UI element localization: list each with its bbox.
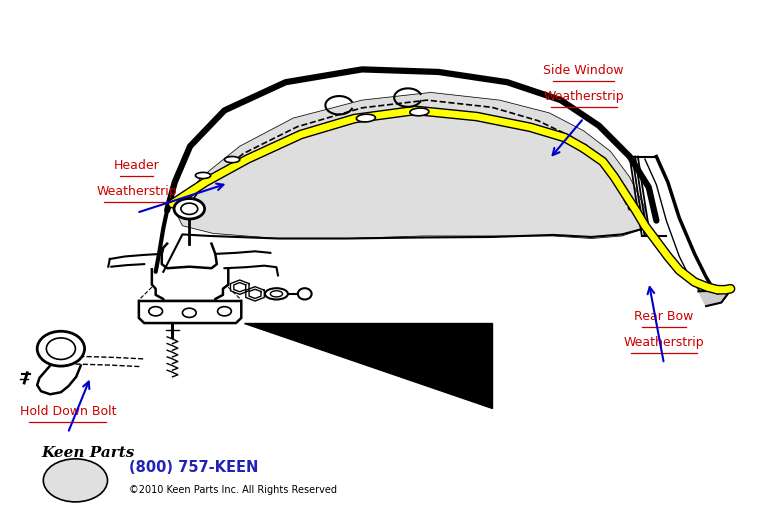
Polygon shape bbox=[243, 323, 492, 408]
Ellipse shape bbox=[357, 114, 376, 122]
Text: Weatherstrip: Weatherstrip bbox=[96, 185, 177, 198]
Circle shape bbox=[43, 459, 108, 502]
Text: Rear Bow: Rear Bow bbox=[634, 310, 694, 323]
Circle shape bbox=[174, 198, 205, 219]
Ellipse shape bbox=[298, 288, 312, 299]
Text: Weatherstrip: Weatherstrip bbox=[624, 336, 705, 349]
Text: Hold Down Bolt: Hold Down Bolt bbox=[19, 405, 116, 418]
Ellipse shape bbox=[410, 108, 429, 116]
Ellipse shape bbox=[265, 288, 288, 299]
Polygon shape bbox=[698, 287, 729, 306]
Circle shape bbox=[149, 307, 162, 316]
Ellipse shape bbox=[196, 172, 211, 179]
Polygon shape bbox=[175, 92, 645, 238]
Circle shape bbox=[218, 307, 231, 316]
Text: Keen Parts: Keen Parts bbox=[41, 446, 135, 460]
Circle shape bbox=[181, 203, 198, 214]
Ellipse shape bbox=[46, 338, 75, 359]
Text: Header: Header bbox=[114, 159, 159, 172]
Ellipse shape bbox=[225, 156, 239, 163]
Circle shape bbox=[182, 308, 196, 318]
Ellipse shape bbox=[37, 331, 85, 366]
Polygon shape bbox=[139, 301, 241, 323]
Text: Side Window: Side Window bbox=[544, 64, 624, 77]
Text: (800) 757-KEEN: (800) 757-KEEN bbox=[129, 461, 258, 475]
Text: Weatherstrip: Weatherstrip bbox=[544, 90, 624, 103]
Text: ©2010 Keen Parts Inc. All Rights Reserved: ©2010 Keen Parts Inc. All Rights Reserve… bbox=[129, 485, 337, 495]
Ellipse shape bbox=[270, 291, 283, 297]
